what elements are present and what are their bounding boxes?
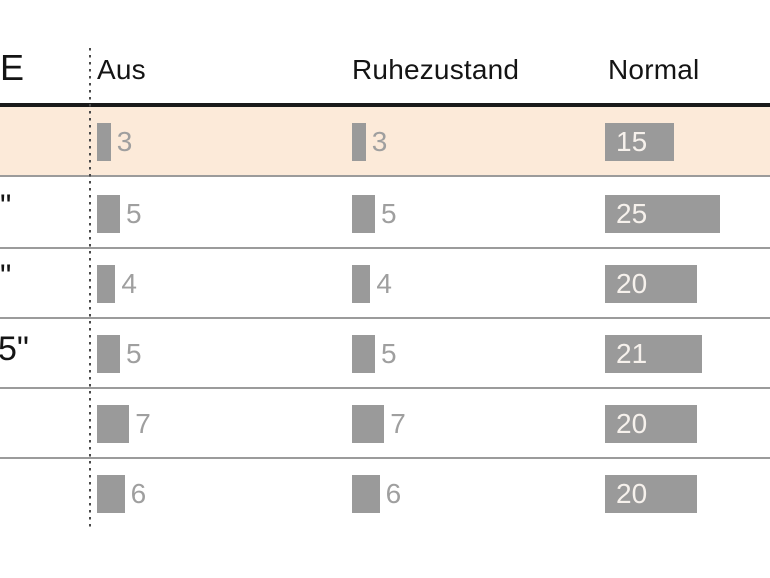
column-header-aus: Aus bbox=[97, 54, 146, 85]
table-row: 6 6 20 bbox=[0, 459, 770, 529]
bar-value-label: 7 bbox=[135, 408, 151, 439]
bar-cell-ruhezustand: 5 bbox=[352, 195, 397, 233]
bar-cell-normal: 20 bbox=[605, 475, 697, 513]
bar-cell-normal: 20 bbox=[605, 405, 697, 443]
bar bbox=[352, 335, 375, 373]
bar bbox=[97, 335, 120, 373]
bar-cell-aus: 4 bbox=[97, 265, 137, 303]
table-row: " 4 4 20 bbox=[0, 249, 770, 319]
bar bbox=[605, 265, 697, 303]
table-row: " 5 5 25 bbox=[0, 179, 770, 249]
bar-value-label: 7 bbox=[390, 408, 406, 439]
bar bbox=[97, 265, 116, 303]
column-header-normal: Normal bbox=[608, 54, 700, 85]
bar bbox=[352, 475, 380, 513]
row-label-fragment: " bbox=[0, 258, 12, 294]
header-rule bbox=[0, 103, 770, 107]
bar-cell-ruhezustand: 4 bbox=[352, 265, 392, 303]
bar-value-label: 3 bbox=[371, 126, 388, 157]
bar-value-label: 4 bbox=[376, 268, 392, 299]
bar bbox=[605, 195, 720, 233]
bar bbox=[352, 265, 371, 303]
bar bbox=[97, 195, 120, 233]
bar-cell-normal: 20 bbox=[605, 265, 697, 303]
bar-value-label: 20 bbox=[616, 408, 648, 439]
row-label-fragment: 5" bbox=[0, 330, 29, 368]
bar bbox=[605, 475, 697, 513]
bar-value-label: 6 bbox=[130, 478, 147, 509]
table-row: 7 7 20 bbox=[0, 389, 770, 459]
bar-value-label: 15 bbox=[616, 126, 648, 157]
bar-value-label: 25 bbox=[616, 198, 648, 229]
bar bbox=[97, 475, 125, 513]
bar-cell-aus: 5 bbox=[97, 335, 142, 373]
bar bbox=[605, 123, 674, 161]
bar bbox=[605, 335, 702, 373]
bar bbox=[97, 405, 130, 443]
bar-cell-normal: 15 bbox=[605, 123, 674, 161]
bar bbox=[352, 405, 385, 443]
row-label-fragment: " bbox=[0, 115, 5, 153]
bar-cell-aus: 6 bbox=[97, 475, 146, 513]
bar-value-label: 4 bbox=[121, 268, 137, 299]
bar-value-label: 3 bbox=[116, 126, 133, 157]
bar-cell-normal: 21 bbox=[605, 335, 702, 373]
bar-value-label: 20 bbox=[616, 478, 648, 509]
bar bbox=[97, 123, 111, 161]
bar-value-label: 20 bbox=[616, 268, 648, 299]
bar-value-label: 5 bbox=[126, 198, 142, 229]
bar-value-label: 6 bbox=[385, 478, 402, 509]
bar-cell-normal: 25 bbox=[605, 195, 720, 233]
bar bbox=[352, 195, 375, 233]
bar-cell-aus: 3 bbox=[97, 123, 132, 161]
bar-cell-ruhezustand: 6 bbox=[352, 475, 401, 513]
bar bbox=[605, 405, 697, 443]
corner-header-fragment: E bbox=[0, 47, 25, 88]
table-row: 5" 5 5 21 bbox=[0, 319, 770, 389]
bar-value-label: 5 bbox=[381, 198, 397, 229]
dotted-column-divider bbox=[89, 48, 91, 527]
table-row: " 3 3 15 bbox=[0, 107, 770, 177]
bar-cell-ruhezustand: 3 bbox=[352, 123, 387, 161]
bar-cell-ruhezustand: 7 bbox=[352, 405, 406, 443]
column-header-ruhezustand: Ruhezustand bbox=[352, 54, 520, 85]
bar-value-label: 5 bbox=[126, 338, 142, 369]
bar-cell-aus: 5 bbox=[97, 195, 142, 233]
bar-value-label: 5 bbox=[381, 338, 397, 369]
bar bbox=[352, 123, 366, 161]
bar-cell-aus: 7 bbox=[97, 405, 151, 443]
bar-value-label: 21 bbox=[616, 338, 648, 369]
bar-cell-ruhezustand: 5 bbox=[352, 335, 397, 373]
row-label-fragment: " bbox=[0, 188, 12, 224]
